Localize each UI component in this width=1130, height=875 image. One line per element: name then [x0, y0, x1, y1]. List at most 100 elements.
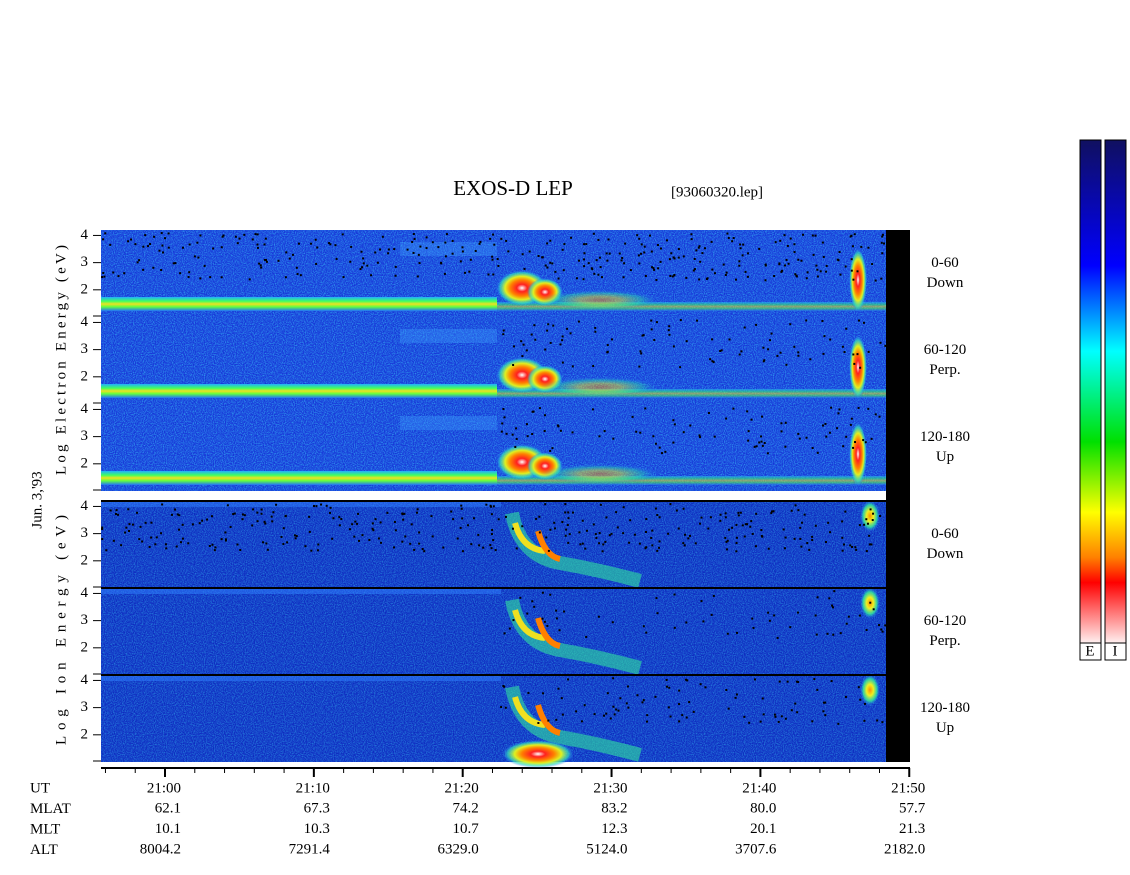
noise-dot	[503, 632, 506, 635]
noise-dot	[853, 233, 856, 236]
noise-dot	[597, 615, 600, 618]
noise-dot	[459, 260, 462, 263]
noise-dot	[703, 247, 706, 250]
noise-dot	[371, 522, 374, 525]
noise-dot	[558, 629, 561, 632]
noise-dot	[682, 255, 685, 258]
noise-dot	[615, 708, 618, 711]
noise-dot	[112, 539, 115, 542]
noise-dot	[725, 540, 728, 543]
noise-dot	[850, 417, 853, 420]
noise-dot	[338, 516, 341, 519]
flux-arc	[512, 522, 546, 554]
noise-dot	[580, 720, 583, 723]
noise-dot	[828, 431, 831, 434]
noise-dot	[563, 243, 566, 246]
noise-dot	[880, 241, 883, 244]
noise-dot	[622, 506, 625, 509]
noise-dot	[456, 537, 459, 540]
noise-dot	[537, 254, 540, 257]
noise-dot	[299, 274, 302, 277]
noise-dot	[493, 243, 496, 246]
noise-dot	[251, 238, 254, 241]
noise-dot	[178, 528, 181, 531]
noise-dot	[778, 680, 781, 683]
noise-dot	[779, 351, 782, 354]
noise-dot	[722, 263, 725, 266]
noise-dot	[658, 516, 661, 519]
noise-dot	[134, 243, 137, 246]
noise-dot	[555, 617, 558, 620]
noise-dot	[724, 516, 727, 519]
noise-dot	[764, 264, 767, 267]
noise-dot	[776, 354, 779, 357]
noise-dot	[144, 521, 147, 524]
noise-dot	[841, 520, 844, 523]
noise-dot	[561, 361, 564, 364]
noise-dot	[515, 437, 518, 440]
noise-dot	[349, 260, 352, 263]
noise-dot	[836, 427, 839, 430]
noise-dot	[348, 528, 351, 531]
noise-dot	[709, 358, 712, 361]
noise-dot	[102, 271, 105, 274]
noise-dot	[651, 266, 654, 269]
noise-dot	[605, 516, 608, 519]
noise-dot	[528, 250, 531, 253]
noise-dot	[879, 515, 882, 518]
noise-dot	[497, 264, 500, 267]
noise-dot	[815, 264, 818, 267]
noise-dot	[460, 507, 463, 510]
y-tick-label: 2	[81, 726, 89, 742]
color-bar-label-box	[1079, 642, 1102, 661]
noise-dot	[320, 503, 323, 506]
flux-arc	[512, 609, 546, 641]
noise-dot	[764, 279, 767, 282]
noise-dot	[181, 537, 184, 540]
noise-dot	[702, 620, 705, 623]
noise-dot	[538, 515, 541, 518]
noise-dot	[823, 335, 826, 338]
noise-dot	[790, 709, 793, 712]
noise-dot	[104, 232, 107, 235]
noise-dot	[282, 527, 285, 530]
noise-dot	[741, 254, 744, 257]
noise-dot	[212, 247, 215, 250]
noise-dot	[870, 543, 873, 546]
panel-direction: Perp.	[929, 633, 960, 649]
noise-dot	[197, 256, 200, 259]
top-glow	[101, 501, 501, 507]
noise-dot	[742, 243, 745, 246]
noise-dot	[445, 233, 448, 236]
panel-direction: Up	[936, 720, 954, 736]
noise-dot	[254, 233, 257, 236]
noise-dot	[557, 277, 560, 280]
y-tick-label: 3	[81, 341, 89, 357]
noise-dot	[406, 248, 409, 251]
noise-dot	[549, 261, 552, 264]
noise-dot	[621, 256, 624, 259]
noise-dot	[629, 519, 632, 522]
x-tick-label: 21:10	[296, 780, 330, 796]
noise-dot	[784, 717, 787, 720]
noise-dot	[760, 529, 763, 532]
noise-dot	[161, 244, 164, 247]
noise-dot	[296, 273, 299, 276]
noise-dot	[681, 714, 684, 717]
noise-dot	[236, 543, 239, 546]
noise-dot	[511, 527, 514, 530]
noise-dot	[102, 238, 105, 241]
noise-dot	[679, 319, 682, 322]
noise-dot	[784, 445, 787, 448]
noise-dot	[880, 277, 883, 280]
ephemeris-value: 8004.2	[140, 841, 181, 857]
noise-dot	[594, 326, 597, 329]
noise-dot	[640, 243, 643, 246]
noise-dot	[491, 255, 494, 258]
noise-dot	[387, 248, 390, 251]
noise-dot	[594, 330, 597, 333]
noise-dot	[725, 417, 728, 420]
noise-dot	[660, 247, 663, 250]
energy-band	[101, 297, 497, 311]
noise-dot	[489, 505, 492, 508]
